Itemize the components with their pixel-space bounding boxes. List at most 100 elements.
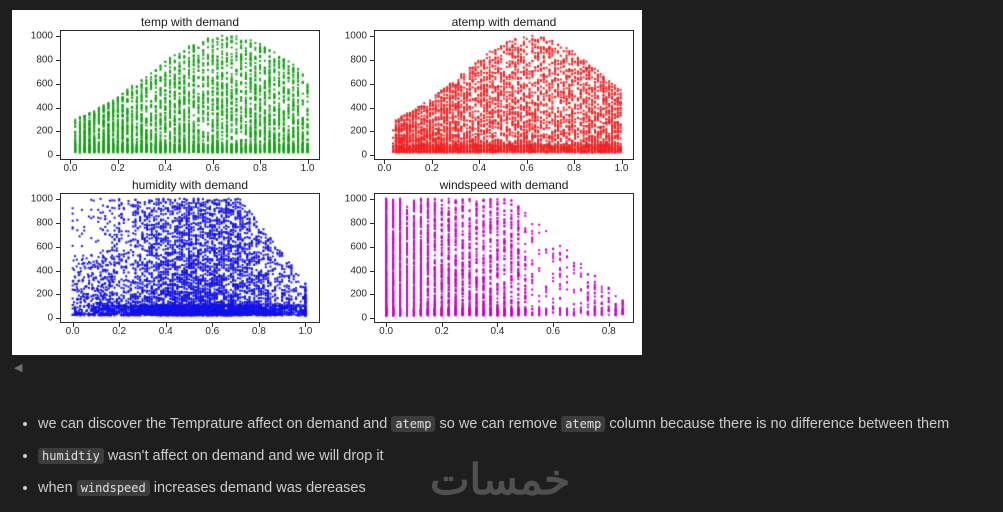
y-tick-label: 800 (36, 217, 53, 229)
x-tick-mark (212, 160, 214, 164)
x-tick-label: 0.8 (601, 326, 616, 337)
x-tick-mark (165, 323, 167, 327)
y-tick-mark (370, 107, 374, 109)
x-tick-mark (479, 160, 481, 164)
x-tick-mark (307, 160, 309, 164)
x-tick-label: 0.8 (251, 326, 266, 337)
y-axis: 0 200 400 600 800 1000 (22, 193, 60, 324)
inline-code: atemp (561, 416, 606, 432)
x-tick-mark (574, 160, 576, 164)
y-tick-label: 600 (36, 78, 53, 90)
plot-body: 0 200 400 600 800 1000 (336, 193, 634, 324)
y-axis: 0 200 400 600 800 1000 (22, 30, 60, 161)
x-tick-mark (497, 323, 499, 327)
y-tick-label: 0 (361, 149, 367, 161)
y-tick-mark (56, 222, 60, 224)
x-tick-label: 0.4 (158, 163, 173, 174)
x-tick-mark (384, 160, 386, 164)
y-tick-label: 1000 (30, 193, 53, 205)
x-tick-label: 0.6 (519, 163, 534, 174)
x-tick-mark (621, 160, 623, 164)
x-tick-mark (441, 323, 443, 327)
y-tick-mark (370, 155, 374, 157)
x-axis: 0.0 0.2 0.4 0.6 0.8 1.0 (60, 160, 320, 175)
x-tick-mark (165, 160, 167, 164)
y-tick-label: 200 (36, 288, 53, 300)
x-tick-mark (431, 160, 433, 164)
subplot-grid: temp with demand 0 200 400 600 800 1000 0.0 0.2 0… (22, 15, 634, 338)
x-tick-label: 0.0 (377, 163, 392, 174)
subplot-title: humidity with demand (131, 178, 249, 192)
y-tick-mark (370, 198, 374, 200)
y-tick-label: 1000 (344, 30, 367, 42)
x-tick-mark (553, 323, 555, 327)
note-text: wasn't affect on demand and we will drop… (103, 448, 384, 464)
scatter-canvas (61, 31, 317, 157)
x-axis: 0.0 0.2 0.4 0.6 0.8 1.0 (60, 323, 320, 338)
y-tick-label: 0 (361, 312, 367, 324)
y-tick-label: 600 (350, 241, 367, 253)
y-tick-mark (56, 107, 60, 109)
y-tick-mark (370, 246, 374, 248)
y-tick-label: 200 (36, 125, 53, 137)
plot-body: 0 200 400 600 800 1000 (22, 30, 320, 161)
subplot-windspeed: windspeed with demand 0 200 400 600 800 1000 0.… (336, 178, 634, 338)
x-tick-mark (70, 160, 72, 164)
note-text: when (38, 480, 77, 496)
y-tick-label: 200 (350, 288, 367, 300)
note-text: so we can remove (435, 416, 562, 432)
y-tick-label: 0 (47, 149, 53, 161)
x-tick-label: 0.4 (158, 326, 173, 337)
y-tick-label: 600 (350, 78, 367, 90)
y-tick-label: 400 (36, 265, 53, 277)
note-bullet: humidtiy wasn't affect on demand and we … (38, 446, 995, 467)
plot-area (60, 193, 320, 323)
x-axis: 0.0 0.2 0.4 0.6 0.8 1.0 (374, 160, 634, 175)
subplot-title: atemp with demand (451, 15, 557, 29)
x-tick-label: 0.6 (205, 326, 220, 337)
x-tick-label: 0.0 (65, 326, 80, 337)
subplot-temp: temp with demand 0 200 400 600 800 1000 0.0 0.2 0… (22, 15, 320, 175)
subplot-title: windspeed with demand (439, 178, 569, 192)
note-bullet: when windspeed increases demand was dere… (38, 478, 995, 499)
y-tick-mark (56, 198, 60, 200)
plot-body: 0 200 400 600 800 1000 (22, 193, 320, 324)
x-tick-label: 0.6 (546, 326, 561, 337)
y-tick-mark (370, 35, 374, 37)
y-tick-mark (56, 131, 60, 133)
x-tick-label: 1.0 (614, 163, 629, 174)
x-tick-mark (117, 160, 119, 164)
y-axis: 0 200 400 600 800 1000 (336, 193, 374, 324)
x-tick-label: 0.2 (110, 163, 125, 174)
x-tick-mark (608, 323, 610, 327)
y-tick-label: 1000 (30, 30, 53, 42)
y-tick-label: 800 (36, 54, 53, 66)
x-tick-label: 0.4 (490, 326, 505, 337)
x-tick-label: 0.6 (205, 163, 220, 174)
x-tick-label: 1.0 (300, 163, 315, 174)
figure-output: temp with demand 0 200 400 600 800 1000 0.0 0.2 0… (12, 10, 642, 355)
x-tick-label: 0.0 (379, 326, 394, 337)
x-tick-label: 0.8 (253, 163, 268, 174)
x-axis: 0.0 0.2 0.4 0.6 0.8 (374, 323, 634, 338)
y-tick-label: 0 (47, 312, 53, 324)
x-tick-mark (526, 160, 528, 164)
subplot-title: temp with demand (140, 15, 240, 29)
notes-list: we can discover the Temprature affect on… (18, 414, 995, 499)
y-tick-label: 600 (36, 241, 53, 253)
y-tick-label: 200 (350, 125, 367, 137)
inline-code: atemp (391, 416, 436, 432)
y-tick-mark (56, 270, 60, 272)
y-tick-mark (56, 155, 60, 157)
y-tick-mark (56, 35, 60, 37)
note-text: column because there is no difference be… (605, 416, 950, 432)
y-tick-mark (370, 83, 374, 85)
inline-code: windspeed (76, 480, 150, 496)
subplot-humidity: humidity with demand 0 200 400 600 800 1000 0.0… (22, 178, 320, 338)
y-tick-mark (56, 294, 60, 296)
y-tick-mark (370, 131, 374, 133)
note-bullet: we can discover the Temprature affect on… (38, 414, 995, 435)
y-tick-label: 400 (36, 102, 53, 114)
y-tick-mark (56, 246, 60, 248)
collapse-output-button[interactable]: ◀ (14, 362, 23, 374)
